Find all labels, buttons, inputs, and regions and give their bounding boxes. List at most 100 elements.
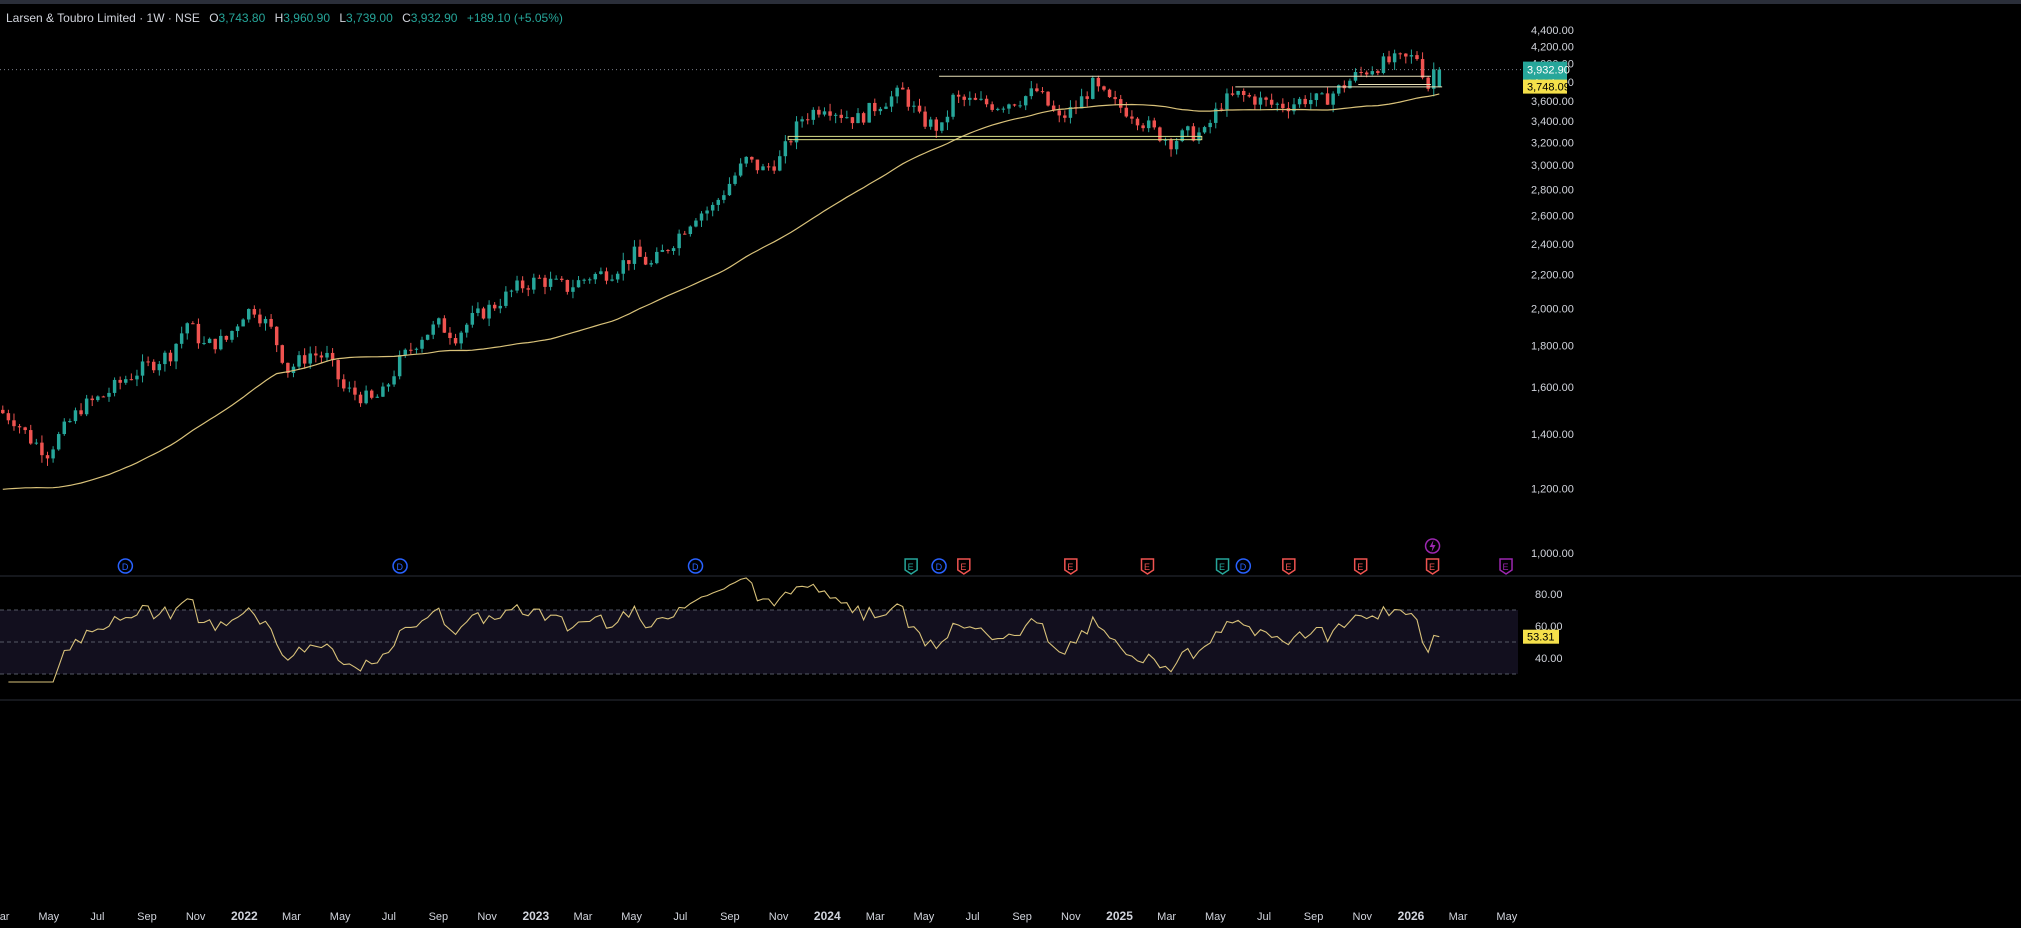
candle-body (1219, 108, 1224, 110)
time-tick-label: Mar (1157, 911, 1176, 923)
candle-body (660, 250, 665, 252)
symbol-title[interactable]: Larsen & Toubro Limited · 1W · NSE (6, 11, 200, 25)
candle-body (677, 233, 681, 249)
candle-body (537, 277, 542, 279)
candle-body (940, 122, 944, 131)
candle-body (1130, 116, 1134, 119)
candle-body (392, 376, 396, 385)
candle-body (381, 386, 385, 397)
candle-body (1012, 104, 1017, 106)
candle-body (1297, 98, 1302, 105)
dividend-icon[interactable] (1235, 558, 1252, 574)
candle-body (34, 442, 39, 444)
candle-body (1376, 71, 1380, 74)
candle-body (1051, 105, 1056, 111)
candle-body (347, 387, 352, 389)
time-axis[interactable]: Mar May Jul Sep Nov 2022 Mar May Jul Sep Nov 2023 Ma… (0, 909, 1518, 923)
earnings-icon[interactable] (1282, 558, 1296, 575)
candle-body (62, 421, 67, 435)
price-tick-label: 2,000.00 (1531, 303, 1574, 315)
candle-body (766, 166, 771, 168)
candle-body (694, 220, 698, 227)
earnings-icon[interactable] (1499, 558, 1513, 575)
candle-body (627, 260, 631, 264)
earnings-icon[interactable] (1353, 558, 1368, 575)
candle-body (1370, 71, 1375, 75)
candle-body (856, 113, 860, 124)
candle-body (1420, 59, 1425, 78)
candle-body (599, 271, 603, 274)
candle-body (520, 280, 525, 289)
candle-body (1348, 80, 1352, 89)
candle-body (364, 390, 368, 404)
candle-body (716, 199, 721, 205)
price-tick-label: 2,200.00 (1531, 270, 1574, 282)
price-axis[interactable]: 1,000.00 1,200.00 1,400.00 1,600.00 1,800.00… (1531, 25, 1574, 560)
event-letter: E (908, 562, 914, 572)
candle-body (738, 163, 743, 176)
earnings-icon[interactable] (904, 558, 918, 575)
candle-body (968, 97, 972, 100)
news-flash-icon[interactable] (1424, 538, 1441, 554)
event-letter: E (1219, 562, 1225, 572)
candle-body (1180, 130, 1184, 142)
candle-body (336, 360, 340, 380)
price-tick-label: 1,000.00 (1531, 548, 1574, 560)
price-tick-label: 4,400.00 (1531, 25, 1574, 37)
candle-body (822, 111, 827, 115)
candle-body (951, 94, 955, 117)
candle-body (90, 398, 94, 401)
candle-body (1241, 90, 1246, 96)
event-letter: E (1357, 562, 1363, 572)
candle-body (129, 379, 134, 381)
dividend-icon[interactable] (931, 558, 947, 574)
candle-body (1079, 96, 1084, 109)
candle-body (146, 361, 150, 363)
dividend-icon[interactable] (392, 558, 408, 574)
candle-body (498, 305, 503, 309)
candle-body (202, 342, 206, 344)
candle-body (1432, 69, 1436, 89)
earnings-icon[interactable] (1215, 558, 1230, 575)
candle-body (554, 278, 558, 280)
dividend-icon[interactable] (687, 558, 704, 574)
support-zone[interactable] (787, 135, 1203, 141)
candle-body (593, 273, 598, 280)
top-border (0, 0, 2021, 4)
candle-body (1035, 88, 1039, 92)
time-tick-label: 2024 (814, 909, 841, 923)
candle-body (990, 104, 994, 110)
ma-value-text: 3,748.09 (1527, 82, 1570, 94)
candle-body (319, 355, 324, 358)
candle-body (1208, 122, 1212, 128)
candle-body (6, 413, 11, 421)
candle-body (1191, 126, 1196, 141)
candle-body (1152, 120, 1157, 128)
earnings-icon[interactable] (957, 558, 971, 575)
dividend-icon[interactable] (117, 558, 134, 574)
time-tick-label: Sep (1012, 911, 1032, 923)
candle-body (576, 280, 581, 288)
candle-body (861, 113, 866, 123)
earnings-icon[interactable] (1425, 558, 1440, 575)
time-tick-label: Nov (769, 911, 789, 923)
candle-body (1007, 104, 1011, 109)
candle-body (984, 98, 989, 105)
candle-body (878, 108, 883, 112)
earnings-icon[interactable] (1140, 558, 1155, 575)
candle-body (1018, 105, 1022, 107)
candle-body (1102, 86, 1106, 90)
price-tick-label: 1,400.00 (1531, 429, 1574, 441)
event-letter: D (1240, 562, 1247, 572)
candle-body (1292, 104, 1296, 112)
candle-body (705, 210, 709, 214)
candle-body (409, 349, 413, 351)
candle-body (353, 387, 357, 395)
candle-body (504, 291, 508, 306)
candle-body (610, 279, 614, 281)
earnings-icon[interactable] (1064, 558, 1078, 575)
candle-body (805, 119, 810, 121)
